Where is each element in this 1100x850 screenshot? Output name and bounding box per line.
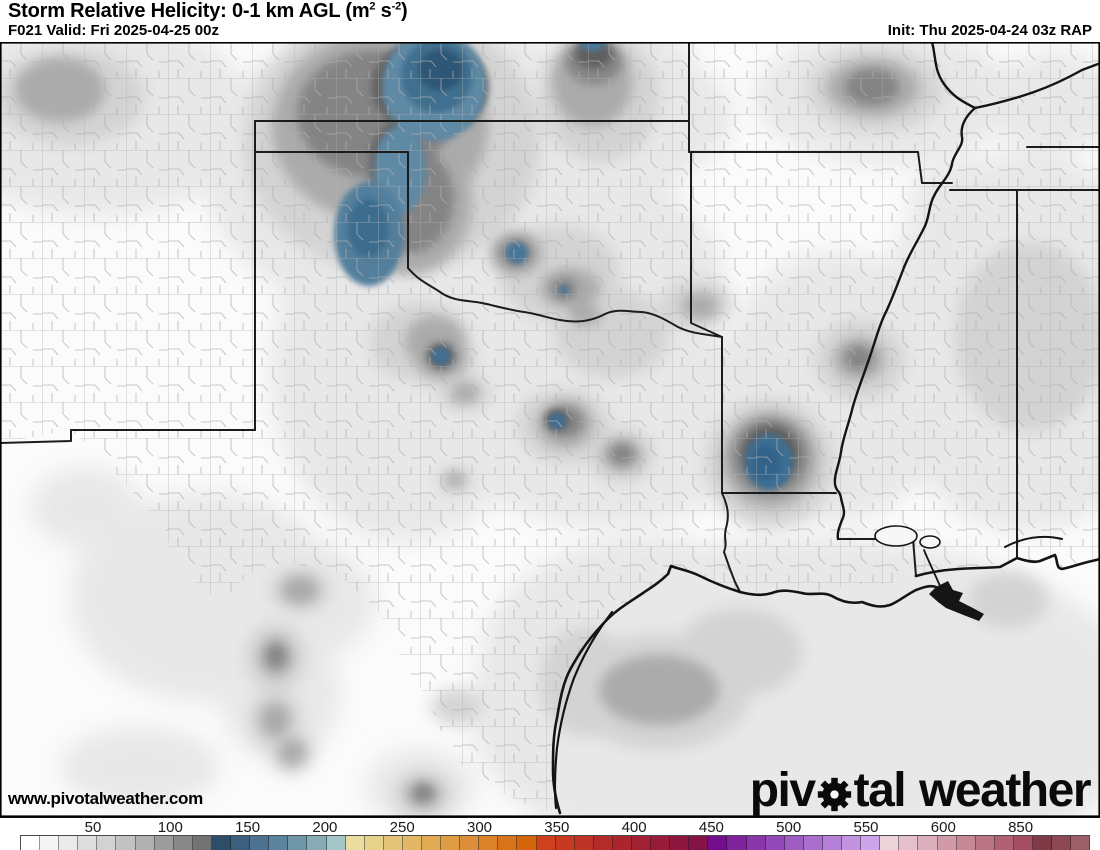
lake-pontchartrain <box>874 525 941 549</box>
colorbar-tick-label: 400 <box>621 819 647 836</box>
colorbar-swatch <box>250 836 270 850</box>
logo-text-tal: tal <box>853 764 907 817</box>
colorbar-swatch <box>307 836 327 850</box>
watermark-url: www.pivotalweather.com <box>8 789 203 808</box>
colorbar-swatch <box>21 836 41 850</box>
colorbar-swatch <box>842 836 862 850</box>
colorbar-tick-label: 850 <box>1008 819 1034 836</box>
colorbar-swatch <box>460 836 480 850</box>
colorbar-tick-label: 250 <box>389 819 415 836</box>
colorbar-swatch <box>1032 836 1053 850</box>
colorbar-swatch <box>994 836 1014 850</box>
colorbar-swatch <box>708 836 728 850</box>
pivotal-weather-logo: piv tal weather <box>749 764 1092 817</box>
colorbar-swatch <box>861 836 881 850</box>
mississippi-delta <box>929 581 984 621</box>
colorbar-swatch <box>59 836 79 850</box>
colorbar-tick-label: 600 <box>930 819 956 836</box>
colorbar-tick-label: 50 <box>84 819 102 836</box>
colorbar-swatch <box>1013 836 1033 850</box>
gear-icon <box>817 777 851 811</box>
colorbar-swatch <box>746 836 766 850</box>
colorbar-swatch <box>498 836 518 850</box>
colorbar-swatch <box>326 836 346 850</box>
title-text-end: ) <box>401 0 408 22</box>
forecast-info-row: F021 Valid: Fri 2025-04-25 00z Init: Thu… <box>8 22 1092 40</box>
colorbar-swatch <box>211 836 232 850</box>
colorbar-tick-label: 350 <box>544 819 570 836</box>
colorbar-swatch <box>517 836 537 850</box>
colorbar-tick-label: 300 <box>466 819 493 836</box>
colorbar-swatch <box>803 836 823 850</box>
colorbar-swatch <box>154 836 174 850</box>
colorbar-swatch <box>383 836 403 850</box>
colorbar-swatch <box>822 836 843 850</box>
mississippi-river <box>833 42 1100 541</box>
colorbar-swatch <box>536 836 556 850</box>
county-lines <box>0 42 1100 813</box>
colorbar-swatch <box>135 836 155 850</box>
colorbar-swatch <box>632 836 652 850</box>
colorbar-tick-label: 550 <box>853 819 879 836</box>
colorbar-swatch <box>880 836 900 850</box>
title-text: Storm Relative Helicity: 0-1 km AGL (m <box>8 0 370 22</box>
colorbar-swatches <box>20 835 1090 850</box>
logo-text-weather: weather <box>919 764 1091 817</box>
valid-time-label: F021 Valid: Fri 2025-04-25 00z <box>8 22 219 39</box>
colorbar: 50 100 150 200 250 300 350 400 450 500 550 600 850 <box>0 817 1100 850</box>
colorbar-swatch <box>441 836 461 850</box>
colorbar-swatch <box>479 836 499 850</box>
page-title: Storm Relative Helicity: 0-1 km AGL (m2 … <box>8 0 408 23</box>
colorbar-swatch <box>192 836 212 850</box>
colorbar-swatch <box>173 836 193 850</box>
colorbar-tick-label: 150 <box>235 819 261 836</box>
title-superscript: 2 <box>369 0 376 13</box>
colorbar-swatch <box>1071 836 1090 850</box>
header: Storm Relative Helicity: 0-1 km AGL (m2 … <box>0 0 1100 42</box>
colorbar-swatch <box>231 836 251 850</box>
colorbar-swatch <box>97 836 117 850</box>
colorbar-swatch <box>40 836 60 850</box>
logo-text-piv: piv <box>749 764 816 817</box>
colorbar-swatch <box>555 836 575 850</box>
colorbar-swatch <box>651 836 671 850</box>
colorbar-swatch <box>78 836 98 850</box>
colorbar-swatch <box>421 836 442 850</box>
colorbar-swatch <box>956 836 976 850</box>
colorbar-swatch <box>975 836 995 850</box>
colorbar-tick-label: 200 <box>312 819 338 836</box>
colorbar-swatch <box>269 836 289 850</box>
colorbar-tick-label: 500 <box>776 819 802 836</box>
colorbar-tick-row: 50 100 150 200 250 300 350 400 450 500 550 600 850 <box>0 818 1100 836</box>
map-frame <box>0 42 1100 817</box>
colorbar-swatch <box>670 836 690 850</box>
colorbar-swatch <box>288 836 308 850</box>
colorbar-tick-label: 100 <box>157 819 183 836</box>
colorbar-swatch <box>918 836 938 850</box>
colorbar-swatch <box>345 836 365 850</box>
colorbar-swatch <box>784 836 804 850</box>
state-borders <box>0 42 1100 593</box>
init-time-label: Init: Thu 2025-04-24 03z RAP <box>887 22 1092 39</box>
colorbar-swatch <box>402 836 422 850</box>
colorbar-swatch <box>116 836 136 850</box>
gulf-coastline <box>551 535 1100 815</box>
colorbar-swatch <box>899 836 919 850</box>
title-superscript-2: -2 <box>391 0 402 13</box>
weather-map: www.pivotalweather.com piv tal weather <box>0 42 1100 817</box>
title-text-mid: s <box>375 0 392 22</box>
colorbar-tick-label: 450 <box>698 819 724 836</box>
colorbar-swatch <box>612 836 632 850</box>
colorbar-swatch <box>574 836 594 850</box>
colorbar-swatch <box>593 836 613 850</box>
colorbar-swatch <box>364 836 384 850</box>
colorbar-swatch <box>1052 836 1072 850</box>
helicity-map-svg <box>0 42 1100 817</box>
colorbar-swatch <box>727 836 747 850</box>
colorbar-swatch <box>937 836 957 850</box>
colorbar-swatch <box>689 836 709 850</box>
colorbar-swatch <box>765 836 785 850</box>
